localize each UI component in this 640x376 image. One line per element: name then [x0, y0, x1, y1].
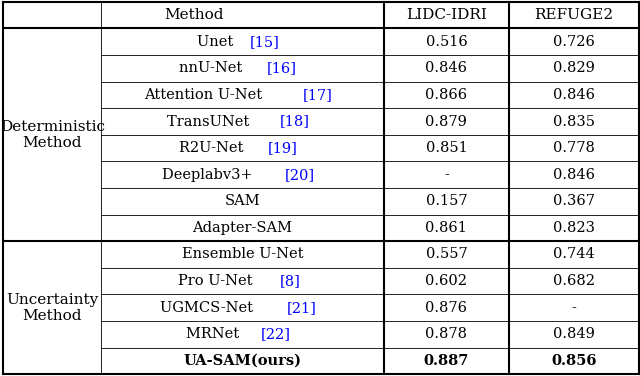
- Text: 0.876: 0.876: [426, 301, 467, 315]
- Text: 0.778: 0.778: [553, 141, 595, 155]
- Text: 0.557: 0.557: [426, 247, 467, 261]
- Text: [19]: [19]: [268, 141, 298, 155]
- Text: 0.744: 0.744: [553, 247, 595, 261]
- Text: Uncertainty
Method: Uncertainty Method: [6, 293, 99, 323]
- Text: [21]: [21]: [286, 301, 316, 315]
- Text: 0.849: 0.849: [553, 327, 595, 341]
- Text: Deterministic
Method: Deterministic Method: [0, 120, 105, 150]
- Text: UGMCS-Net: UGMCS-Net: [160, 301, 258, 315]
- Text: Attention U-Net: Attention U-Net: [144, 88, 267, 102]
- Text: Deeplabv3+: Deeplabv3+: [162, 168, 257, 182]
- Text: 0.846: 0.846: [426, 61, 467, 75]
- Text: [18]: [18]: [279, 115, 309, 129]
- Text: Method: Method: [164, 8, 223, 22]
- Text: 0.846: 0.846: [553, 168, 595, 182]
- Text: Unet: Unet: [197, 35, 238, 49]
- Text: 0.682: 0.682: [553, 274, 595, 288]
- Text: Ensemble U-Net: Ensemble U-Net: [182, 247, 303, 261]
- Text: TransUNet: TransUNet: [167, 115, 254, 129]
- Text: 0.878: 0.878: [426, 327, 467, 341]
- Text: [22]: [22]: [260, 327, 291, 341]
- Text: MRNet: MRNet: [186, 327, 244, 341]
- Text: 0.726: 0.726: [553, 35, 595, 49]
- Text: [16]: [16]: [267, 61, 297, 75]
- Text: 0.856: 0.856: [551, 354, 596, 368]
- Text: [8]: [8]: [280, 274, 301, 288]
- Text: SAM: SAM: [225, 194, 260, 208]
- Text: 0.823: 0.823: [553, 221, 595, 235]
- Text: 0.157: 0.157: [426, 194, 467, 208]
- Text: UA-SAM(ours): UA-SAM(ours): [184, 354, 301, 368]
- Text: REFUGE2: REFUGE2: [534, 8, 613, 22]
- Text: 0.887: 0.887: [424, 354, 469, 368]
- Text: 0.367: 0.367: [553, 194, 595, 208]
- Text: [15]: [15]: [250, 35, 280, 49]
- Text: -: -: [572, 301, 576, 315]
- Text: 0.829: 0.829: [553, 61, 595, 75]
- Text: Pro U-Net: Pro U-Net: [178, 274, 257, 288]
- Text: R2U-Net: R2U-Net: [179, 141, 248, 155]
- Text: 0.835: 0.835: [553, 115, 595, 129]
- Text: 0.602: 0.602: [426, 274, 467, 288]
- Text: 0.861: 0.861: [426, 221, 467, 235]
- Text: 0.516: 0.516: [426, 35, 467, 49]
- Text: Adapter-SAM: Adapter-SAM: [193, 221, 292, 235]
- Text: [20]: [20]: [285, 168, 315, 182]
- Text: nnU-Net: nnU-Net: [179, 61, 247, 75]
- Text: -: -: [444, 168, 449, 182]
- Text: LIDC-IDRI: LIDC-IDRI: [406, 8, 487, 22]
- Text: 0.851: 0.851: [426, 141, 467, 155]
- Text: 0.846: 0.846: [553, 88, 595, 102]
- Text: [17]: [17]: [303, 88, 332, 102]
- Text: 0.866: 0.866: [426, 88, 467, 102]
- Text: 0.879: 0.879: [426, 115, 467, 129]
